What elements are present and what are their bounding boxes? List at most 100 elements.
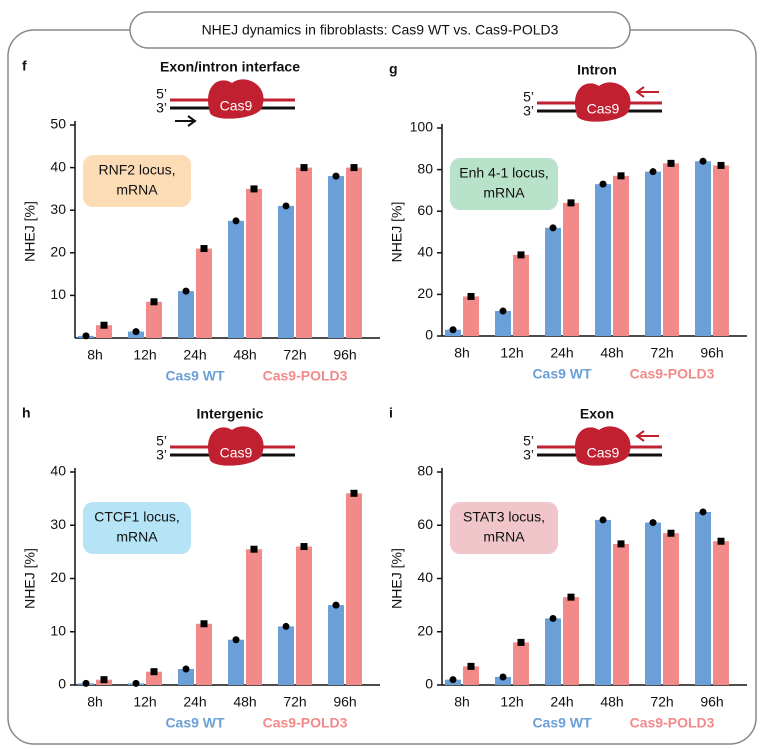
y-tick-label: 50 — [50, 116, 66, 132]
point-marker — [500, 674, 507, 681]
point-marker — [83, 680, 90, 687]
chart-title: Intergenic — [197, 406, 264, 422]
annotation-text: mRNA — [483, 185, 525, 201]
x-tick-label: 12h — [500, 345, 523, 361]
y-tick-label: 0 — [58, 676, 66, 692]
bar — [328, 176, 344, 338]
arrow — [637, 87, 659, 97]
y-tick-label: 100 — [410, 119, 434, 135]
y-tick-label: 0 — [425, 676, 433, 692]
y-tick-label: 60 — [417, 516, 433, 532]
point-marker — [600, 181, 607, 188]
point-marker — [550, 224, 557, 231]
point-marker — [618, 540, 625, 547]
legend-entry: Cas9-POLD3 — [630, 715, 715, 731]
point-marker — [101, 322, 108, 329]
y-tick-label: 40 — [417, 569, 433, 585]
point-marker — [351, 164, 358, 171]
bar — [346, 168, 362, 338]
chart-title: Intron — [577, 62, 617, 78]
annotation-text: CTCF1 locus, — [94, 509, 180, 525]
bar — [663, 163, 679, 336]
bar — [613, 544, 629, 685]
x-tick-label: 96h — [700, 345, 723, 361]
bar — [146, 302, 162, 338]
x-tick-label: 8h — [454, 694, 470, 710]
bar — [246, 189, 262, 338]
x-tick-label: 8h — [87, 347, 103, 363]
point-marker — [518, 251, 525, 258]
point-marker — [233, 636, 240, 643]
point-marker — [283, 202, 290, 209]
point-marker — [500, 308, 507, 315]
x-tick-label: 48h — [233, 347, 256, 363]
bar — [178, 291, 194, 338]
bar — [695, 161, 711, 336]
bar — [228, 640, 244, 685]
bar — [346, 493, 362, 685]
point-marker — [568, 594, 575, 601]
legend-entry: Cas9 WT — [165, 715, 225, 731]
point-marker — [201, 620, 208, 627]
y-tick-label: 40 — [50, 463, 66, 479]
point-marker — [183, 288, 190, 295]
point-marker — [133, 328, 140, 335]
x-tick-label: 48h — [600, 345, 623, 361]
y-axis-label: NHEJ [%] — [22, 548, 38, 609]
x-tick-label: 96h — [700, 694, 723, 710]
point-marker — [233, 217, 240, 224]
bar — [713, 165, 729, 336]
bar — [463, 296, 479, 336]
annotation-text: Enh 4-1 locus, — [459, 165, 549, 181]
enzyme-label: Cas9 — [220, 98, 253, 114]
annotation-text: STAT3 locus, — [463, 509, 545, 525]
y-tick-label: 20 — [417, 622, 433, 638]
point-marker — [650, 168, 657, 175]
point-marker — [183, 666, 190, 673]
point-marker — [333, 173, 340, 180]
chart-title: Exon/intron interface — [160, 59, 300, 75]
annotation-text: mRNA — [116, 529, 158, 545]
panel-letter: h — [22, 405, 31, 421]
y-tick-label: 80 — [417, 160, 433, 176]
bar — [595, 520, 611, 685]
x-tick-label: 12h — [133, 694, 156, 710]
y-tick-label: 60 — [417, 202, 433, 218]
bar — [328, 605, 344, 685]
figure: NHEJ dynamics in fibroblasts: Cas9 WT vs… — [0, 0, 766, 749]
bar — [545, 618, 561, 685]
bar — [613, 176, 629, 336]
y-tick-label: 20 — [50, 569, 66, 585]
point-marker — [151, 298, 158, 305]
bar — [296, 547, 312, 685]
bar — [278, 206, 294, 338]
bar — [663, 533, 679, 685]
legend-entry: Cas9-POLD3 — [630, 366, 715, 382]
enzyme-label: Cas9 — [220, 445, 253, 461]
point-marker — [83, 332, 90, 339]
point-marker — [618, 172, 625, 179]
y-tick-label: 0 — [425, 327, 433, 343]
x-tick-label: 96h — [333, 694, 356, 710]
point-marker — [650, 519, 657, 526]
point-marker — [450, 326, 457, 333]
outer-frame — [8, 30, 756, 744]
arrow — [175, 116, 195, 126]
y-axis-label: NHEJ [%] — [389, 548, 405, 609]
point-marker — [700, 508, 707, 515]
bar — [695, 512, 711, 685]
legend-entry: Cas9 WT — [165, 368, 225, 384]
x-tick-label: 24h — [183, 694, 206, 710]
point-marker — [568, 199, 575, 206]
x-tick-label: 12h — [500, 694, 523, 710]
point-marker — [333, 602, 340, 609]
bar — [545, 228, 561, 336]
x-tick-label: 24h — [550, 694, 573, 710]
point-marker — [301, 164, 308, 171]
bar — [645, 523, 661, 685]
x-tick-label: 24h — [183, 347, 206, 363]
x-tick-label: 72h — [650, 345, 673, 361]
annotation-text: RNF2 locus, — [98, 162, 175, 178]
point-marker — [668, 160, 675, 167]
bar — [196, 624, 212, 685]
